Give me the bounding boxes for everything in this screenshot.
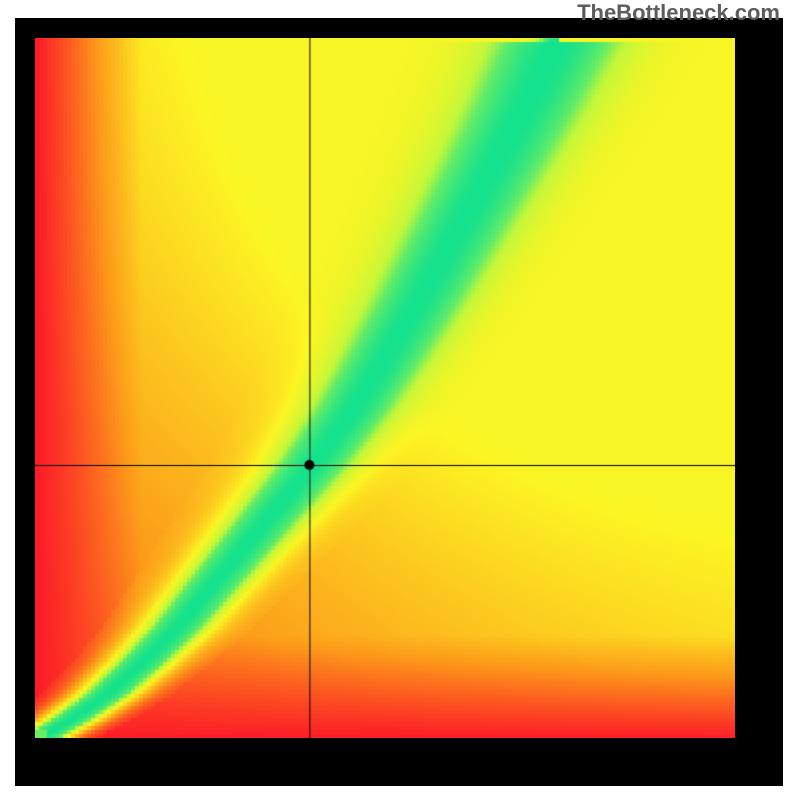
- watermark-text: TheBottleneck.com: [577, 0, 780, 26]
- bottleneck-heatmap: [35, 38, 735, 738]
